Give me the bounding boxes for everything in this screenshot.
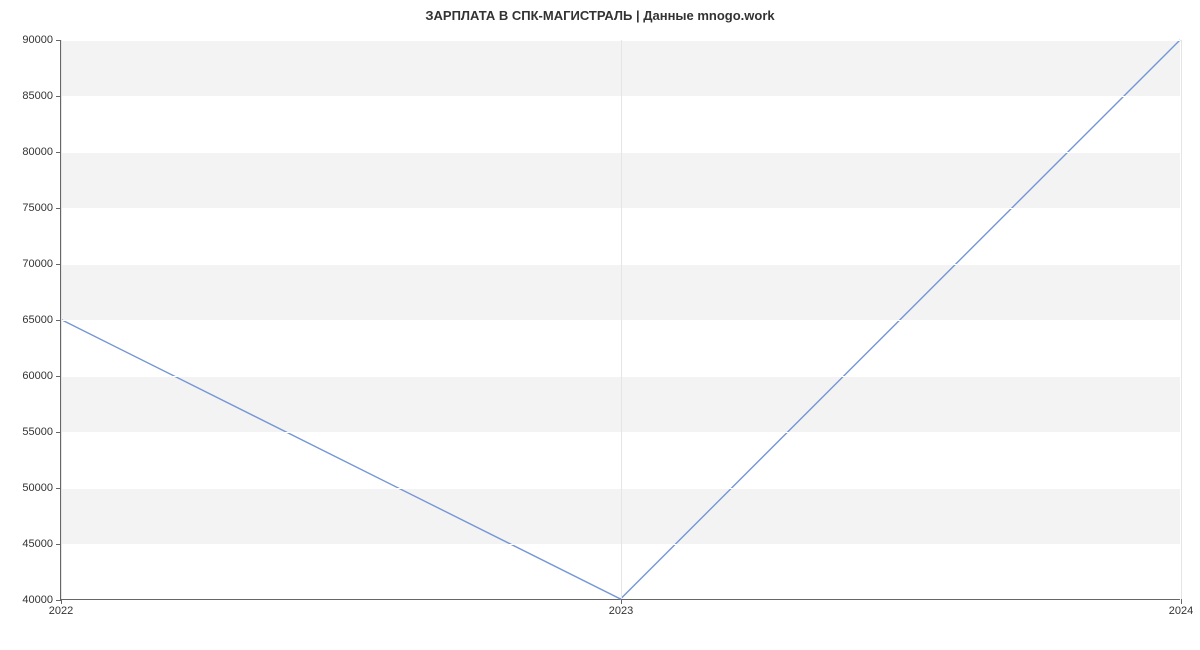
xtick-label: 2022 <box>49 599 73 617</box>
ytick-label: 80000 <box>22 146 61 158</box>
ytick-label: 45000 <box>22 538 61 550</box>
gridline-vertical <box>1181 40 1182 599</box>
chart-title: ЗАРПЛАТА В СПК-МАГИСТРАЛЬ | Данные mnogo… <box>0 8 1200 23</box>
ytick-label: 90000 <box>22 34 61 46</box>
ytick-label: 85000 <box>22 90 61 102</box>
ytick-label: 60000 <box>22 370 61 382</box>
gridline-vertical <box>621 40 622 599</box>
ytick-label: 55000 <box>22 426 61 438</box>
plot-area: 4000045000500005500060000650007000075000… <box>60 40 1180 600</box>
ytick-label: 75000 <box>22 202 61 214</box>
xtick-label: 2024 <box>1169 599 1193 617</box>
xtick-label: 2023 <box>609 599 633 617</box>
ytick-label: 50000 <box>22 482 61 494</box>
gridline-vertical <box>61 40 62 599</box>
ytick-label: 70000 <box>22 258 61 270</box>
ytick-label: 65000 <box>22 314 61 326</box>
